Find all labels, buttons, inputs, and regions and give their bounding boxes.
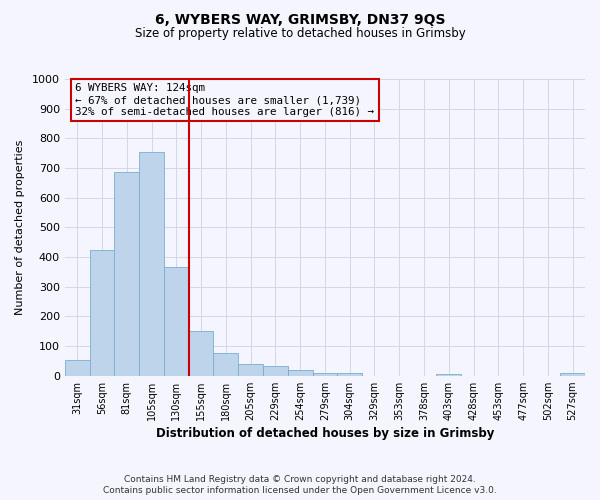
Bar [288,370,313,376]
Bar [313,372,337,376]
Text: 6 WYBERS WAY: 124sqm
← 67% of detached houses are smaller (1,739)
32% of semi-de: 6 WYBERS WAY: 124sqm ← 67% of detached h… [75,84,374,116]
Text: Contains public sector information licensed under the Open Government Licence v3: Contains public sector information licen… [103,486,497,495]
Bar [238,364,263,376]
Bar [115,172,139,376]
Bar [139,152,164,376]
Text: Size of property relative to detached houses in Grimsby: Size of property relative to detached ho… [134,28,466,40]
Bar [436,374,461,376]
Text: 6, WYBERS WAY, GRIMSBY, DN37 9QS: 6, WYBERS WAY, GRIMSBY, DN37 9QS [155,12,445,26]
Bar [89,250,115,376]
X-axis label: Distribution of detached houses by size in Grimsby: Distribution of detached houses by size … [156,427,494,440]
Bar [337,374,362,376]
Text: Contains HM Land Registry data © Crown copyright and database right 2024.: Contains HM Land Registry data © Crown c… [124,475,476,484]
Bar [214,354,238,376]
Bar [65,360,89,376]
Bar [164,268,188,376]
Bar [560,374,585,376]
Bar [188,330,214,376]
Y-axis label: Number of detached properties: Number of detached properties [15,140,25,315]
Bar [263,366,288,376]
